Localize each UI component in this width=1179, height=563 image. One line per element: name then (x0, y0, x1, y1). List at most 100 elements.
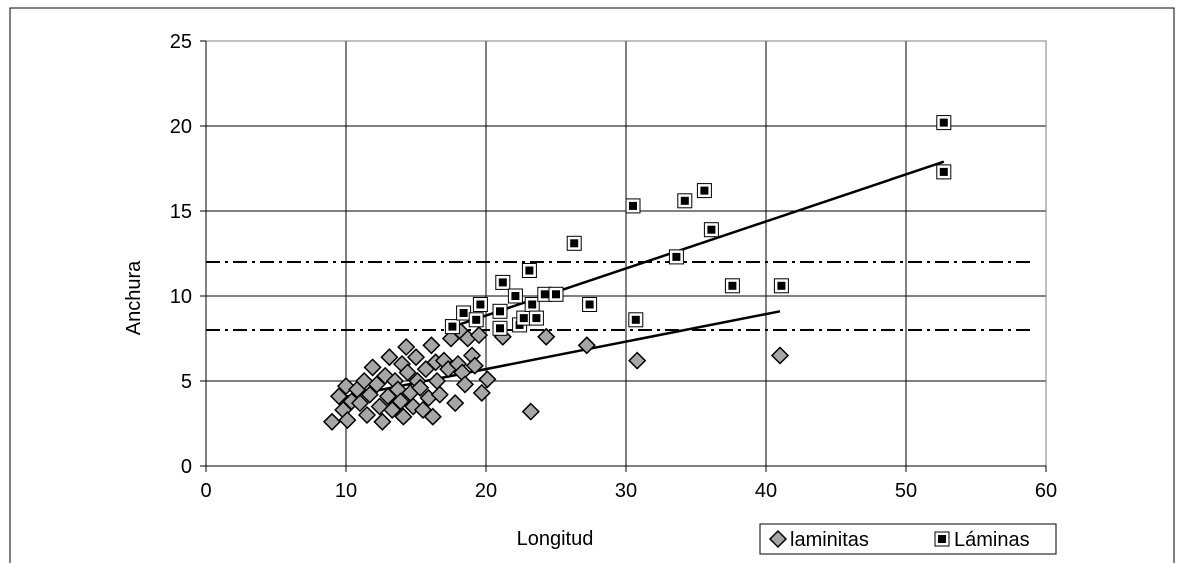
point-laminitas (465, 356, 484, 375)
point-laminas (724, 278, 740, 294)
point-laminitas (355, 371, 374, 391)
point-fill (585, 300, 594, 309)
legend-label-laminitas: laminitas (790, 529, 869, 551)
point-laminitas (577, 336, 596, 355)
point-laminitas (521, 402, 540, 421)
point-laminitas (472, 383, 491, 402)
point-laminitas (469, 326, 489, 345)
point-fill (680, 196, 689, 205)
y-tick-label: 15 (170, 201, 192, 223)
legend-label-laminas: Láminas (954, 529, 1030, 551)
y-tick-label: 0 (181, 456, 192, 478)
x-tick-label: 0 (200, 480, 211, 502)
point-laminitas (360, 385, 379, 404)
y-tick-label: 5 (181, 371, 192, 393)
point-fill (496, 307, 504, 316)
point-fill (540, 290, 549, 299)
point-laminas (507, 288, 523, 304)
point-laminitas (394, 407, 413, 426)
y-axis-label: Anchura (123, 260, 145, 335)
point-laminas (668, 249, 684, 265)
point-laminitas (628, 351, 647, 370)
point-laminitas (373, 412, 392, 431)
point-laminitas (329, 387, 349, 406)
point-fill (476, 300, 485, 309)
chart-area-border (9, 7, 1175, 563)
point-laminitas (322, 412, 342, 431)
point-laminitas (338, 411, 357, 430)
point-fill (519, 314, 528, 323)
point-fill (777, 281, 786, 290)
point-laminas (456, 305, 472, 321)
point-laminas (703, 222, 719, 238)
point-laminitas (446, 394, 465, 413)
point-laminas (773, 278, 789, 294)
point-laminas (444, 319, 460, 335)
point-fill (532, 314, 541, 323)
point-fill (525, 266, 534, 275)
point-fill (528, 300, 537, 309)
data-points (322, 115, 952, 431)
point-laminitas (422, 336, 441, 355)
point-fill (700, 186, 709, 195)
point-laminitas (537, 327, 556, 346)
y-tick-label: 20 (170, 116, 192, 138)
point-laminitas (397, 337, 416, 357)
point-fill (939, 118, 948, 127)
point-laminitas (406, 348, 426, 367)
point-laminas (528, 310, 544, 326)
point-laminas (468, 312, 484, 328)
point-laminas (936, 115, 952, 131)
point-fill (939, 167, 948, 176)
point-laminas (492, 320, 508, 336)
point-fill (631, 315, 640, 324)
point-fill (707, 225, 716, 234)
point-fill (672, 252, 681, 261)
point-fill (459, 309, 468, 317)
point-laminitas (380, 348, 399, 367)
point-fill (728, 281, 737, 290)
point-laminitas (391, 392, 410, 411)
point-laminitas (350, 394, 370, 413)
point-laminitas (370, 397, 389, 416)
point-laminitas (455, 375, 475, 394)
y-tick-label: 25 (170, 31, 192, 53)
x-tick-label: 50 (895, 480, 917, 502)
point-fill (938, 535, 946, 543)
point-laminas (472, 297, 488, 312)
point-laminitas (363, 358, 382, 377)
point-laminas (495, 274, 511, 290)
point-laminas (566, 235, 582, 251)
x-tick-label: 20 (475, 480, 497, 502)
x-tick-label: 30 (615, 480, 637, 502)
point-laminas (516, 310, 532, 326)
x-tick-label: 40 (755, 480, 777, 502)
point-laminas (492, 303, 508, 319)
y-tick-label: 10 (170, 286, 192, 308)
point-fill (552, 290, 560, 299)
point-fill (629, 201, 637, 210)
point-laminitas (770, 346, 790, 365)
point-fill (496, 324, 504, 333)
point-fill (511, 292, 520, 300)
legend-box (759, 523, 1057, 555)
point-laminas (677, 193, 693, 209)
legend: laminitas Láminas (759, 523, 1057, 555)
point-laminas (936, 164, 952, 180)
point-laminas (521, 263, 537, 278)
axes: 0 10 20 30 40 50 60 0 5 10 15 20 25 (170, 31, 1057, 502)
legend-marker-laminas (934, 531, 950, 547)
point-laminitas (478, 370, 497, 389)
point-laminitas (398, 363, 417, 382)
reference-lines (206, 261, 1032, 331)
point-laminitas (357, 405, 377, 425)
point-fill (498, 278, 507, 287)
x-axis-label: Longitud (517, 528, 594, 550)
point-laminitas (430, 385, 449, 404)
point-laminitas (423, 407, 442, 426)
point-laminas (582, 297, 598, 312)
point-laminitas (411, 378, 430, 397)
point-fill (448, 322, 457, 331)
point-laminas (625, 198, 641, 214)
